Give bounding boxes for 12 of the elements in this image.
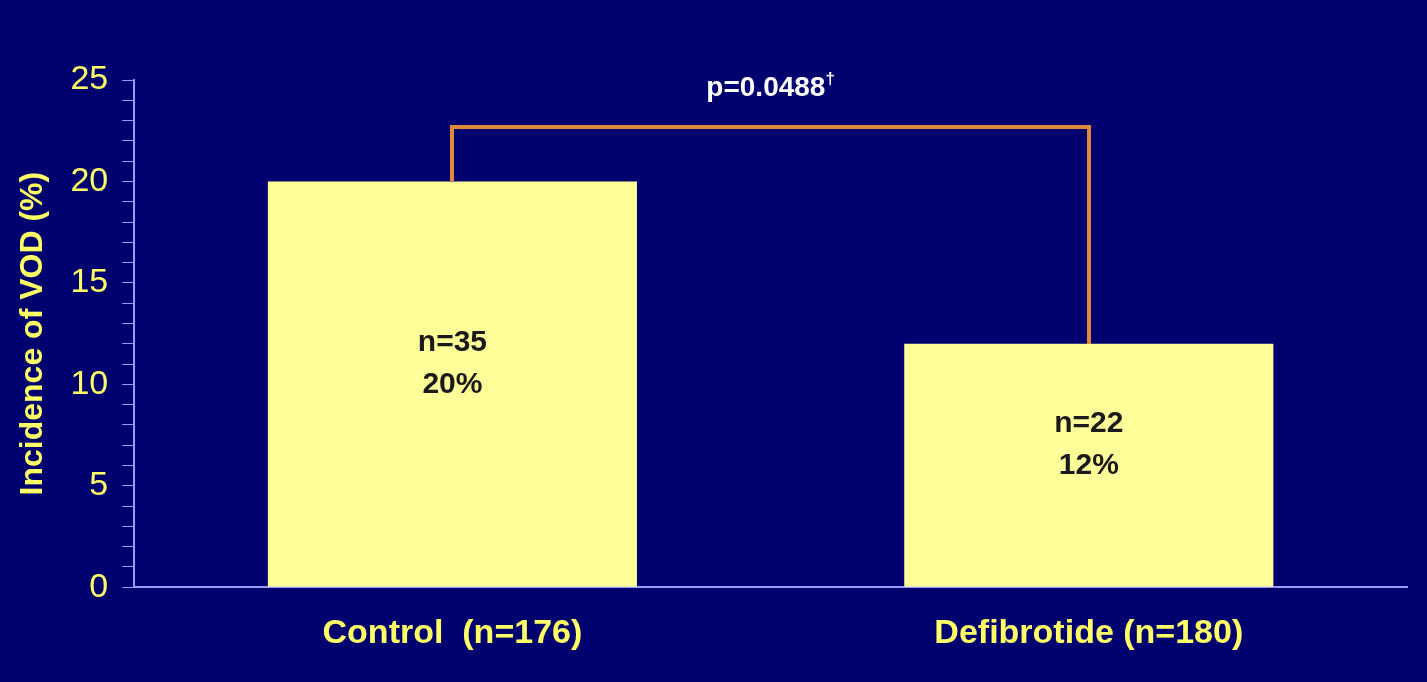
data-label: n=22 12% (1054, 405, 1124, 481)
y-tick-label: 25 (70, 58, 109, 97)
y-tick-label: 5 (89, 464, 109, 503)
x-tick-label: Control (n=176) (322, 611, 583, 650)
y-axis-title: Incidence of VOD (%) (13, 171, 50, 496)
y-tick-label: 20 (70, 159, 109, 198)
y-tick-label: 0 (89, 565, 109, 604)
y-tick-label: 10 (70, 362, 109, 401)
x-tick-label: Defibrotide (n=180) (934, 611, 1244, 650)
data-label: n=35 20% (417, 324, 488, 400)
y-tick-label: 15 (70, 261, 109, 300)
annotation: p=0.0488† (706, 69, 835, 102)
